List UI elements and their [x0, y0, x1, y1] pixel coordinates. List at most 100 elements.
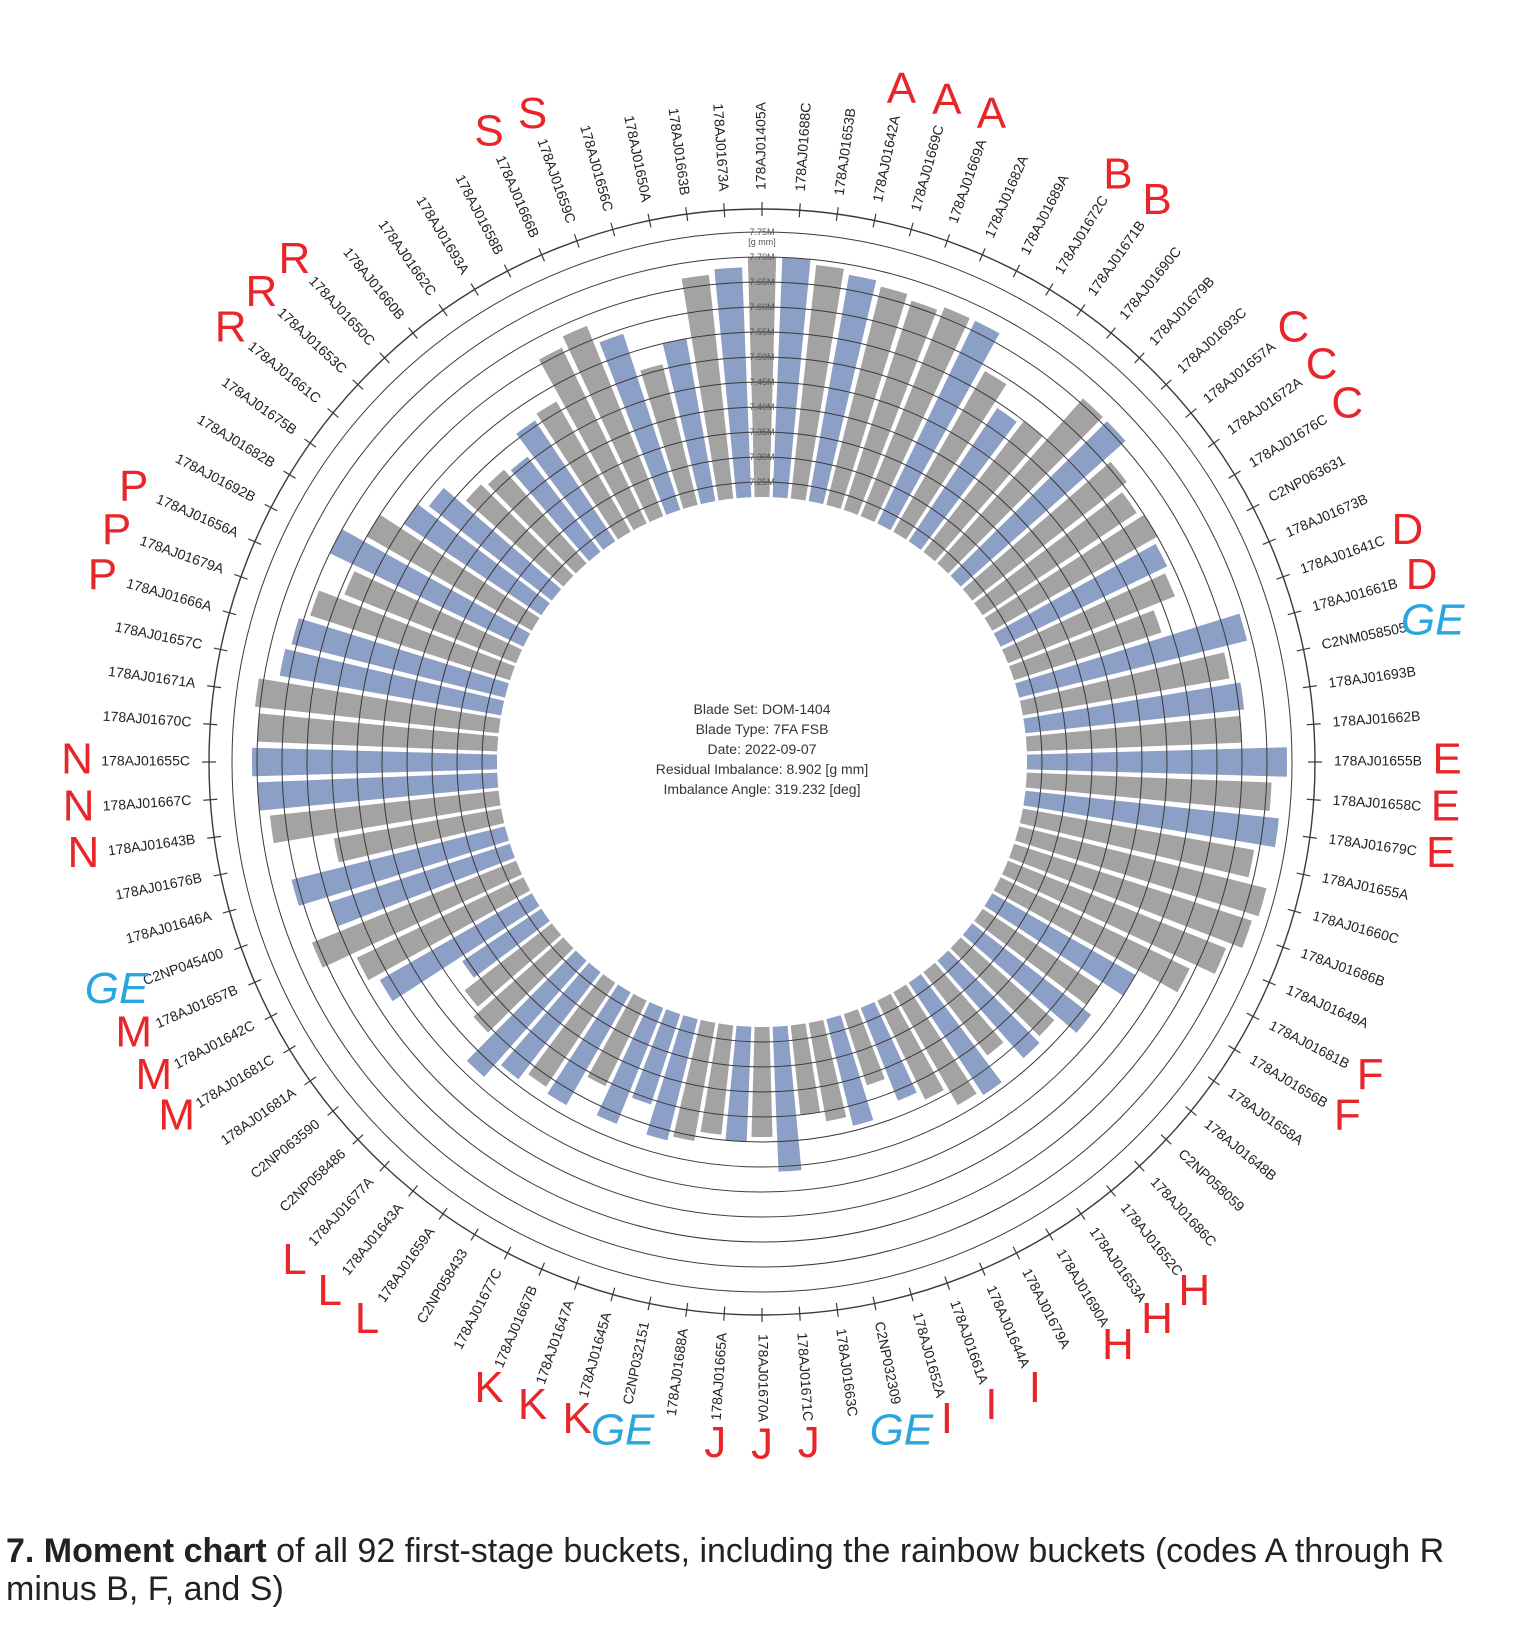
radial-tick-label: 7.30M [749, 452, 774, 462]
bar-178aj01679a [877, 993, 944, 1100]
outer-tick [573, 234, 580, 248]
outer-tick [408, 1185, 418, 1197]
code-label-c: C [1277, 302, 1309, 351]
bar-178aj01641c [1009, 610, 1162, 681]
blade-label-178aj01693b: 178AJ01693B [1327, 663, 1416, 691]
code-label-l: L [355, 1294, 379, 1343]
bar-178aj01658c [1025, 772, 1272, 812]
blade-label-178aj01688a: 178AJ01688A [663, 1327, 691, 1417]
blade-label-178aj01669c: 178AJ01669C [907, 123, 946, 213]
bar-178aj01655c [252, 747, 498, 777]
blade-label-178aj01679a: 178AJ01679A [1019, 1266, 1074, 1352]
bar-178aj01656c [640, 364, 698, 509]
outer-tick [1287, 610, 1302, 616]
outer-tick [1306, 723, 1321, 726]
outer-tick [685, 1302, 689, 1317]
blade-label-178aj01659c: 178AJ01659C [534, 136, 579, 225]
code-label-p: P [102, 505, 131, 554]
blade-label-178aj01673b: 178AJ01673B [1283, 491, 1370, 541]
blade-label-178aj01682b: 178AJ01682B [195, 411, 278, 470]
outer-tick [207, 835, 222, 839]
outer-tick [213, 647, 228, 652]
bar-178aj01655a [1019, 808, 1255, 878]
outer-tick [1262, 538, 1276, 546]
outer-tick [327, 1106, 339, 1116]
bar-178aj01671b [908, 408, 1017, 550]
code-label-r: R [279, 234, 311, 283]
bar-178aj01682b [366, 514, 540, 631]
outer-tick [213, 872, 228, 877]
code-label-a: A [932, 75, 962, 124]
code-label-f: F [1334, 1091, 1361, 1140]
caption-title: 7. Moment chart [6, 1532, 267, 1570]
bar-178aj01677a [466, 950, 587, 1077]
outer-tick [1262, 978, 1276, 986]
blade-label-178aj01679a: 178AJ01679A [138, 532, 227, 577]
bar-c2np058486 [473, 937, 574, 1033]
bar-178aj01642c [356, 877, 531, 981]
bar-178aj01661c [428, 487, 562, 601]
outer-tick [207, 685, 222, 689]
date-text: Date: 2022-09-07 [708, 741, 817, 757]
bar-c2np063590 [464, 923, 562, 1007]
blade-label-178aj01667b: 178AJ01667B [491, 1283, 541, 1370]
blade-label-c2nm058505: C2NM058505 [1320, 619, 1408, 652]
bar-178aj01652c [923, 962, 1004, 1056]
blade-label-178aj01655a: 178AJ01655A [1321, 869, 1411, 903]
bar-178aj01657c [279, 648, 505, 716]
outer-tick [248, 538, 262, 546]
radial-tick-label: 7.60M [749, 302, 774, 312]
outer-tick [1160, 1134, 1172, 1145]
blade-label-178aj01656c: 178AJ01656C [577, 123, 616, 213]
outer-tick [438, 304, 448, 317]
bar-178aj01667c [257, 772, 499, 811]
outer-tick [944, 1276, 951, 1290]
grid-ring [406, 406, 1118, 1118]
blade-label-178aj01649a: 178AJ01649A [1284, 981, 1372, 1031]
blade-label-c2np032309: C2NP032309 [872, 1320, 905, 1406]
outer-tick [835, 1302, 839, 1317]
blade-label-178aj01676b: 178AJ01676B [114, 869, 203, 903]
outer-tick [798, 1306, 801, 1321]
bar-178aj01693a [536, 401, 631, 540]
bar-178aj01693c [950, 421, 1126, 587]
blade-label-178aj01666a: 178AJ01666A [125, 575, 215, 614]
outer-tick [222, 908, 237, 914]
outer-tick [234, 573, 248, 580]
grid-ring [381, 381, 1143, 1143]
blade-label-178aj01677c: 178AJ01677C [450, 1266, 505, 1352]
bar-178aj01652a [826, 1015, 874, 1126]
code-label-s: S [518, 89, 547, 138]
blade-label-178aj01655b: 178AJ01655B [1334, 753, 1422, 769]
blade-label-178aj01665a: 178AJ01665A [708, 1331, 730, 1421]
bar-178aj01670a [751, 1026, 773, 1137]
bar-178aj01644a [860, 1002, 917, 1101]
figure-caption: 7. Moment chart of all 92 first-stage bu… [6, 1532, 1516, 1608]
blade-label-178aj01671c: 178AJ01671C [794, 1332, 816, 1422]
bar-178aj01666a [291, 618, 509, 698]
bar-178aj01656b [984, 893, 1136, 996]
code-label-n: N [63, 781, 95, 830]
bar-178aj01681c [379, 893, 540, 1002]
outer-tick [1106, 327, 1116, 339]
bar-c2np058433 [547, 984, 631, 1106]
bar-178aj01679b [937, 398, 1103, 574]
blade-label-178aj01670a: 178AJ01670A [755, 1334, 771, 1423]
bar-178aj01657b [311, 860, 522, 968]
code-label-d: D [1392, 505, 1424, 554]
bar-178aj01671c [772, 1025, 802, 1172]
blade-label-178aj01644a: 178AJ01644A [984, 1283, 1034, 1371]
code-label-l: L [317, 1266, 341, 1315]
outer-tick [304, 1076, 317, 1086]
bar-178aj01681a [462, 908, 550, 978]
outer-tick [222, 610, 237, 616]
blade-label-178aj01682a: 178AJ01682A [981, 152, 1031, 240]
code-label-j: J [704, 1418, 726, 1467]
bar-178aj01672a [974, 492, 1137, 616]
outer-tick [352, 379, 364, 390]
outer-tick [1106, 1185, 1116, 1197]
outer-tick [1012, 264, 1021, 278]
blade-label-c2np058433: C2NP058433 [413, 1246, 470, 1326]
blade-label-178aj01667c: 178AJ01667C [102, 792, 192, 814]
outer-tick [1134, 352, 1145, 364]
